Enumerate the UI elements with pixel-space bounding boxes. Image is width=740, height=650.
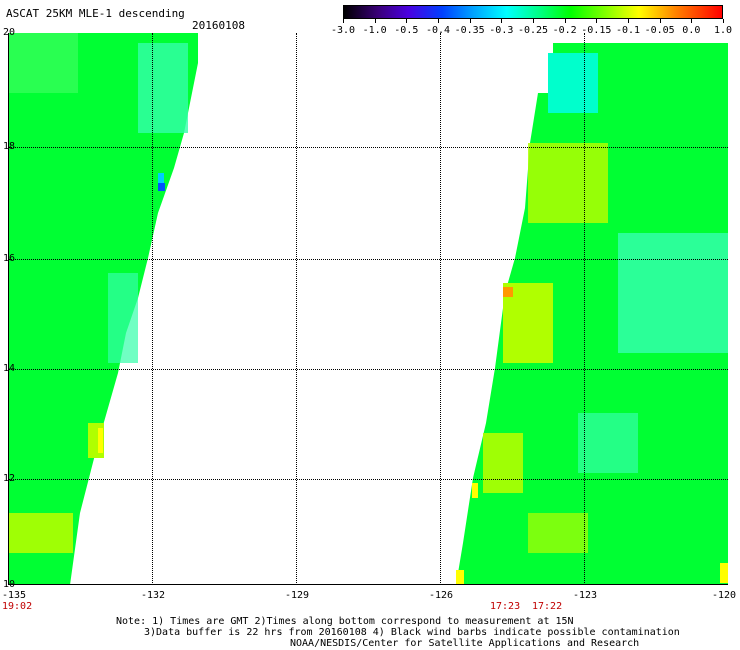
right-swath-yellow-cell <box>456 570 464 585</box>
right-swath-yellow-patch <box>528 143 608 223</box>
lat-label: 14 <box>3 363 16 374</box>
left-swath-cyan-patch <box>8 33 78 93</box>
colorbar-tick-mark <box>723 19 724 23</box>
gridline-lon <box>440 33 441 585</box>
swath-data <box>8 33 728 585</box>
colorbar-tick-mark <box>438 19 439 23</box>
gridline-lat <box>8 147 728 148</box>
colorbar-tick-mark <box>374 19 376 23</box>
colorbar-tick-label: 0.0 <box>682 25 701 36</box>
colorbar-tick-mark <box>659 19 661 23</box>
lon-label: -135 <box>1 590 27 601</box>
colorbar-tick-label: -0.25 <box>517 25 549 36</box>
colorbar-tick-mark <box>469 19 471 23</box>
gridline-lat <box>8 259 728 260</box>
gridline-lon <box>584 33 585 585</box>
colorbar-tick-label: -3.0 <box>330 25 356 36</box>
lon-label: -123 <box>572 590 598 601</box>
right-swath-cyan-patch <box>618 233 728 353</box>
colorbar-tick-label: -0.15 <box>581 25 612 36</box>
colorbar-tick-mark <box>596 19 598 23</box>
lon-label: -129 <box>284 590 310 601</box>
colorbar <box>343 5 723 19</box>
gridline-lat <box>8 369 728 370</box>
left-swath-yellow-patch <box>98 428 103 453</box>
colorbar-tick-mark <box>343 19 344 23</box>
colorbar-tick-label: -0.1 <box>615 25 641 36</box>
product-date: 20160108 <box>192 19 245 32</box>
lat-label: 16 <box>3 253 16 264</box>
colorbar-tick-label: -0.4 <box>425 25 451 36</box>
right-swath <box>456 43 728 585</box>
pass-time: 19:02 <box>2 601 33 612</box>
left-swath-cyan-patch <box>108 273 138 363</box>
left-swath-cyan-cell <box>158 173 164 183</box>
lat-label: 10 <box>3 579 16 590</box>
colorbar-tick-mark <box>501 19 503 23</box>
left-swath-blue-cell <box>158 183 165 191</box>
colorbar-tick-label: 1.0 <box>713 25 733 36</box>
colorbar-tick-label: -0.5 <box>394 25 419 36</box>
pass-time: 17:23 <box>490 601 521 612</box>
gridline-lon <box>296 33 297 585</box>
colorbar-tick-label: -0.3 <box>489 25 514 36</box>
lon-label: -126 <box>428 590 454 601</box>
colorbar-tick-label: -0.35 <box>454 25 485 36</box>
pass-time: 17:22 <box>532 601 563 612</box>
colorbar-tick-mark <box>691 19 693 23</box>
product-title: ASCAT 25KM MLE-1 descending <box>6 7 185 20</box>
colorbar-tick-label: -0.05 <box>644 25 675 36</box>
note-line: Note: 1) Times are GMT 2)Times along bot… <box>116 616 574 627</box>
left-swath-yellow-patch <box>8 513 73 553</box>
gridline-lon <box>152 33 153 585</box>
note-line: NOAA/NESDIS/Center for Satellite Applica… <box>290 638 640 649</box>
right-swath-cyan-patch <box>578 413 638 473</box>
right-swath-yellow-cell <box>720 563 728 583</box>
note-line: 3)Data buffer is 22 hrs from 20160108 4)… <box>144 627 680 638</box>
colorbar-tick-mark <box>564 19 566 23</box>
colorbar-tick-label: -0.2 <box>552 25 577 36</box>
lat-label: 20 <box>3 27 16 38</box>
right-swath-yellow-cell <box>472 483 478 498</box>
lat-label: 18 <box>3 141 16 152</box>
left-swath <box>8 33 198 585</box>
left-swath-cyan-patch <box>138 43 188 133</box>
colorbar-tick-label: -1.0 <box>362 25 387 36</box>
lon-label: -120 <box>711 590 737 601</box>
map-plot <box>8 33 728 585</box>
lat-label: 12 <box>3 473 16 484</box>
right-swath-yellow-patch <box>528 513 588 553</box>
right-swath-orange-cell <box>503 287 513 297</box>
right-swath-yellow-patch <box>483 433 523 493</box>
lon-label: -132 <box>140 590 166 601</box>
colorbar-tick-mark <box>406 19 408 23</box>
right-swath-cyan-patch <box>548 53 598 113</box>
gridline-lat <box>8 479 728 480</box>
colorbar-tick-mark <box>628 19 629 23</box>
colorbar-tick-mark <box>533 19 534 23</box>
